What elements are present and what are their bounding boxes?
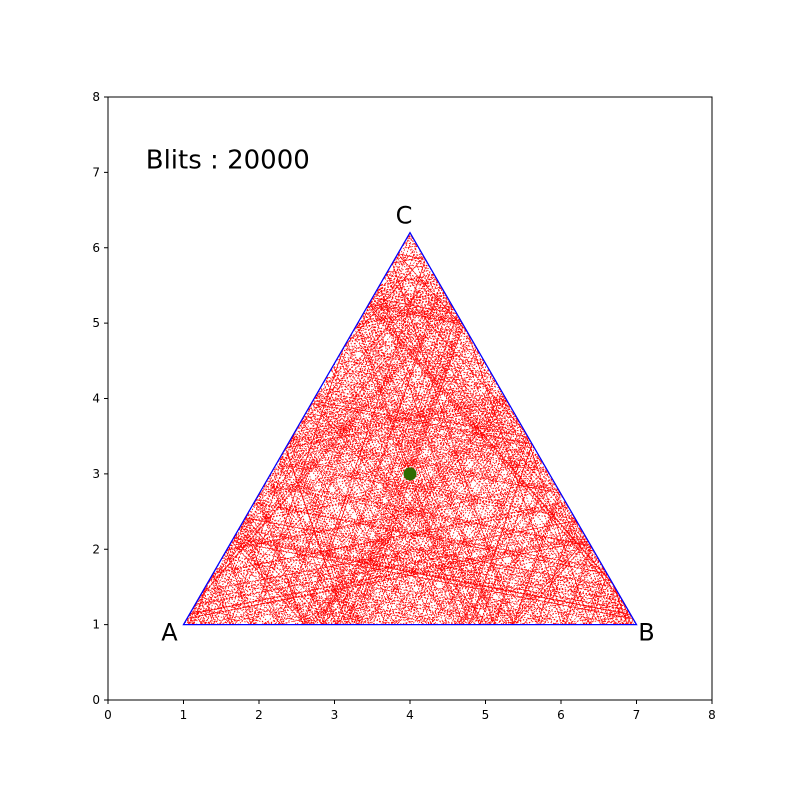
y-tick-label: 8 <box>92 90 100 104</box>
x-tick-label: 4 <box>406 708 414 722</box>
x-tick-label: 7 <box>633 708 641 722</box>
start-point <box>403 467 417 481</box>
triangle <box>182 231 638 626</box>
x-axis: 0 1 2 3 4 5 6 7 8 <box>104 700 716 722</box>
y-tick-label: 0 <box>92 693 100 707</box>
y-tick-label: 7 <box>92 165 100 179</box>
x-tick-label: 1 <box>180 708 188 722</box>
plot-area: 0 1 2 3 4 5 6 7 8 0 1 2 3 4 5 6 7 8 A B C Blits : 20000 <box>92 90 715 722</box>
x-tick-label: 6 <box>557 708 565 722</box>
y-tick-label: 5 <box>92 316 100 330</box>
x-tick-label: 5 <box>482 708 490 722</box>
y-tick-label: 1 <box>92 618 100 632</box>
y-tick-label: 6 <box>92 241 100 255</box>
x-tick-label: 3 <box>331 708 339 722</box>
y-tick-label: 4 <box>92 392 100 406</box>
y-axis: 0 1 2 3 4 5 6 7 8 <box>92 90 108 707</box>
y-tick-label: 3 <box>92 467 100 481</box>
vertex-label-b: B <box>638 619 654 647</box>
x-tick-label: 8 <box>708 708 716 722</box>
x-tick-label: 0 <box>104 708 112 722</box>
vertex-label-a: A <box>161 619 178 647</box>
blits-counter: Blits : 20000 <box>146 146 310 176</box>
vertex-label-c: C <box>396 202 413 230</box>
vertex-labels: A B C <box>161 202 654 647</box>
y-tick-label: 2 <box>92 542 100 556</box>
x-tick-label: 2 <box>255 708 263 722</box>
